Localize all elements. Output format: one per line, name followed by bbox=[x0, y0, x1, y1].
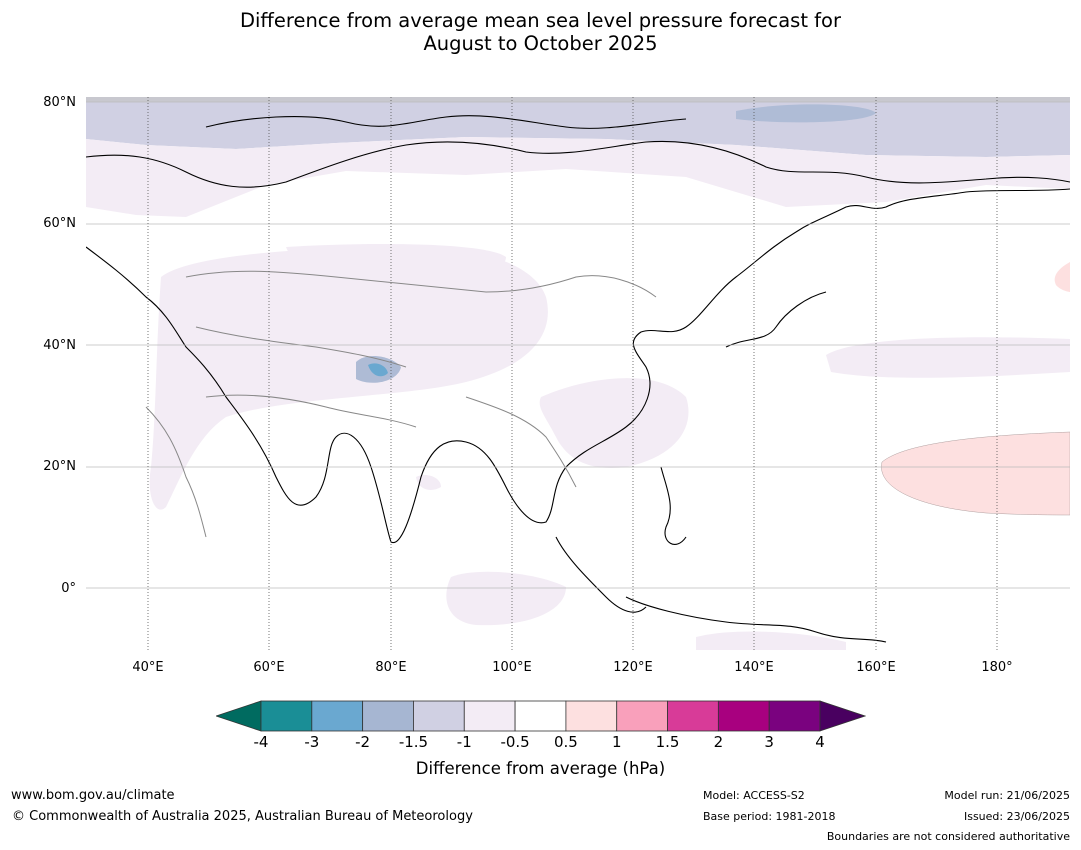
longitude-gridlines bbox=[147, 97, 998, 650]
pressure-anomaly-map bbox=[85, 97, 1071, 650]
colorbar-tick-label: -3 bbox=[304, 733, 320, 751]
colorbar-title: Difference from average (hPa) bbox=[415, 759, 666, 778]
north-weak-band bbox=[86, 137, 1070, 217]
colorbar-tick-label: 1.5 bbox=[655, 733, 680, 751]
colorbar-tick-label: -4 bbox=[253, 733, 269, 751]
colorbar-tick-label: -2 bbox=[355, 733, 371, 751]
model-text: Model: ACCESS-S2 bbox=[703, 789, 805, 802]
colorbar-high-extend bbox=[819, 700, 867, 732]
colorbar-cell bbox=[260, 700, 313, 732]
colorbar-cell bbox=[463, 700, 516, 732]
colorbar-tick-label: 2 bbox=[713, 733, 724, 751]
colorbar-tick-label: -1.5 bbox=[398, 733, 429, 751]
map-panel bbox=[85, 97, 1071, 650]
mongolia-weak-low bbox=[286, 244, 506, 287]
pacific-high-anomaly bbox=[881, 431, 1071, 516]
colorbar-tick-label: -1 bbox=[456, 733, 472, 751]
colorbar-cell bbox=[616, 700, 668, 732]
lat-label-60n: 60°N bbox=[43, 216, 76, 231]
lon-label-100e: 100°E bbox=[492, 660, 532, 675]
lon-label-160e: 160°E bbox=[856, 660, 896, 675]
colorbar-tick-label: -0.5 bbox=[500, 733, 530, 751]
pacific-weak-low bbox=[826, 337, 1070, 378]
issued-text: Issued: 23/06/2025 bbox=[963, 810, 1070, 823]
colorbar-tick-label: 1 bbox=[611, 733, 622, 751]
central-asia-weak-low bbox=[149, 247, 548, 510]
aleutian-high-anomaly bbox=[1054, 262, 1070, 292]
colorbar-cell bbox=[311, 700, 364, 732]
colorbar-tick-label: 4 bbox=[815, 733, 825, 751]
lon-label-60e: 60°E bbox=[253, 660, 285, 675]
title-line-1: Difference from average mean sea level p… bbox=[240, 9, 841, 32]
colorbar-cell bbox=[565, 700, 618, 732]
lat-label-40n: 40°N bbox=[43, 338, 76, 353]
disclaimer-text: Boundaries are not considered authoritat… bbox=[826, 830, 1070, 843]
arctic-weak-low-1 bbox=[736, 104, 876, 123]
base-period-text: Base period: 1981-2018 bbox=[703, 810, 836, 823]
lon-label-140e: 140°E bbox=[734, 660, 774, 675]
lon-label-180: 180° bbox=[981, 660, 1013, 675]
indonesia-weak-low bbox=[696, 631, 846, 650]
tibet-low-inner bbox=[368, 363, 388, 377]
country-borders bbox=[145, 270, 657, 538]
colorbar-cell bbox=[768, 700, 821, 732]
colorbar-cell bbox=[413, 700, 465, 732]
colorbar-cell bbox=[514, 700, 567, 732]
arctic-edge-band bbox=[86, 97, 1070, 102]
colorbar-cell bbox=[717, 700, 770, 732]
colorbar-tick-label: 3 bbox=[764, 733, 774, 751]
coastlines bbox=[85, 115, 1071, 643]
bom-climate-link[interactable]: www.bom.gov.au/climate bbox=[11, 788, 175, 803]
china-weak-low bbox=[539, 378, 689, 468]
india-weak-low-dot bbox=[416, 475, 441, 490]
lon-label-120e: 120°E bbox=[613, 660, 653, 675]
map-title: Difference from average mean sea level p… bbox=[0, 9, 1081, 55]
lat-label-0: 0° bbox=[61, 581, 76, 596]
colorbar-svg bbox=[214, 700, 867, 732]
colorbar-low-extend bbox=[214, 700, 262, 732]
latitude-gridlines bbox=[86, 101, 1070, 589]
title-line-2: August to October 2025 bbox=[423, 32, 658, 55]
model-run-text: Model run: 21/06/2025 bbox=[944, 789, 1070, 802]
indian-ocean-weak-low bbox=[446, 571, 566, 626]
copyright-text: © Commonwealth of Australia 2025, Austra… bbox=[12, 809, 473, 824]
lat-label-20n: 20°N bbox=[43, 459, 76, 474]
colorbar-tick-label: 0.5 bbox=[553, 733, 578, 751]
colorbar bbox=[214, 700, 867, 732]
lon-label-80e: 80°E bbox=[375, 660, 407, 675]
colorbar-cell bbox=[667, 700, 719, 732]
lat-label-80n: 80°N bbox=[43, 95, 76, 110]
colorbar-cell bbox=[362, 700, 414, 732]
lon-label-40e: 40°E bbox=[132, 660, 164, 675]
